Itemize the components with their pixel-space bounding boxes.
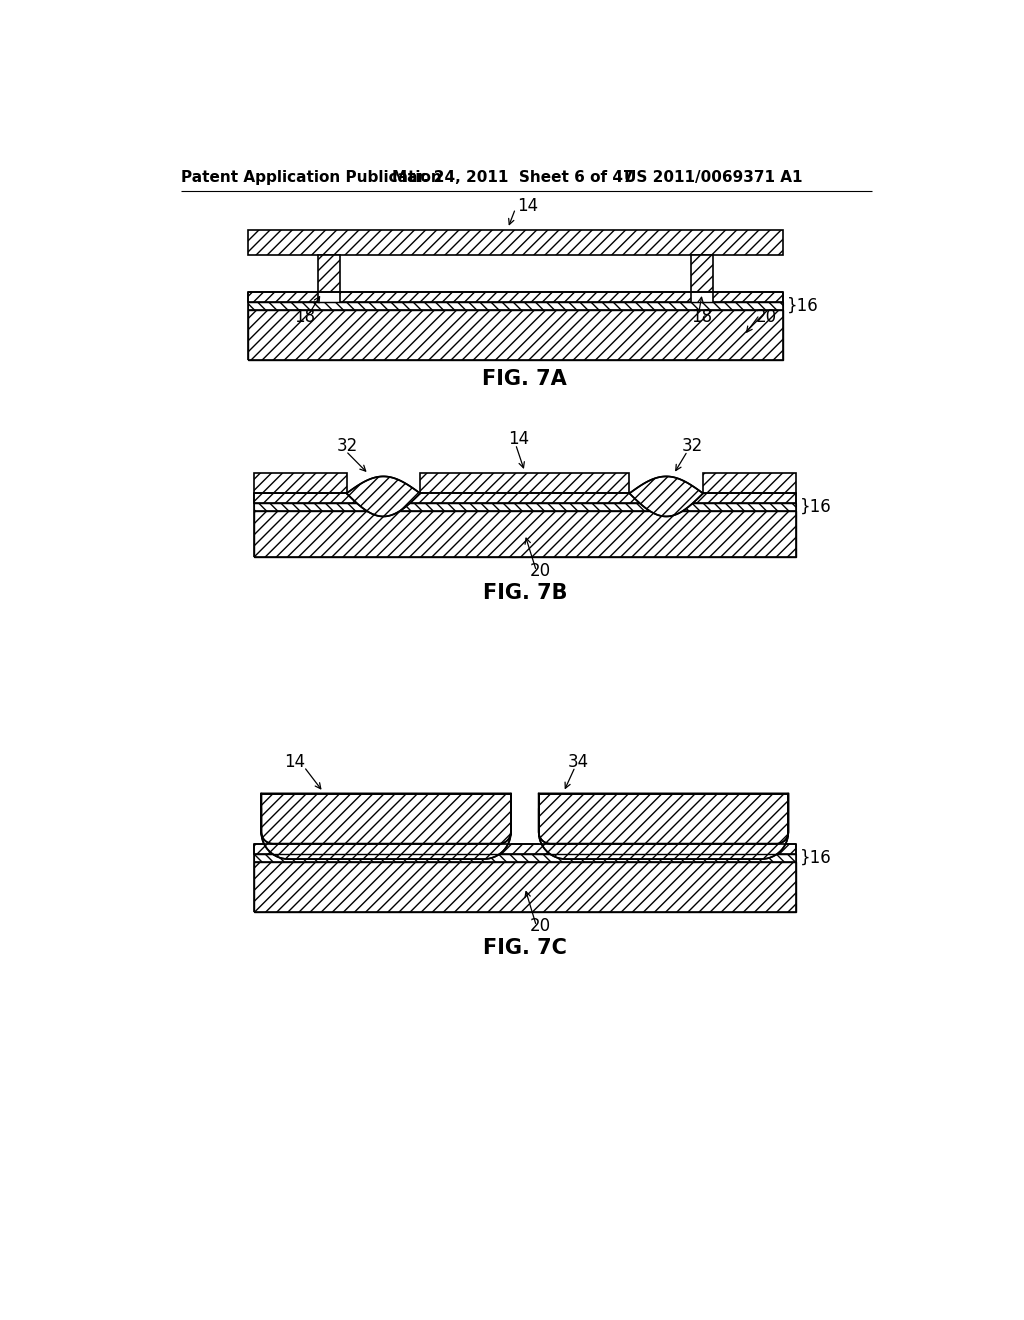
Text: Patent Application Publication: Patent Application Publication <box>180 170 441 185</box>
Bar <box>346 492 703 494</box>
Bar <box>248 302 783 310</box>
Polygon shape <box>346 477 420 516</box>
Bar <box>254 854 796 862</box>
Text: 14: 14 <box>285 752 306 771</box>
Bar <box>254 511 796 557</box>
Text: }16: }16 <box>786 297 818 314</box>
Text: US 2011/0069371 A1: US 2011/0069371 A1 <box>624 170 803 185</box>
Bar <box>703 474 796 494</box>
Bar <box>254 862 796 912</box>
Text: 14: 14 <box>508 430 528 447</box>
Bar <box>340 292 691 302</box>
Bar <box>248 230 783 255</box>
Bar <box>248 292 317 302</box>
Bar <box>713 292 783 302</box>
Polygon shape <box>630 477 703 516</box>
Text: 20: 20 <box>756 309 777 326</box>
Text: FIG. 7C: FIG. 7C <box>483 939 566 958</box>
Bar <box>691 255 713 292</box>
Text: 18: 18 <box>295 309 315 326</box>
Text: 32: 32 <box>337 437 357 455</box>
Bar <box>317 255 340 292</box>
Text: }16: }16 <box>800 849 831 866</box>
Bar <box>539 793 761 843</box>
Text: 34: 34 <box>567 752 589 771</box>
Bar <box>254 843 796 854</box>
Polygon shape <box>539 793 788 859</box>
Bar <box>254 503 796 511</box>
Bar <box>254 474 346 494</box>
Text: FIG. 7A: FIG. 7A <box>482 370 567 389</box>
Text: 14: 14 <box>517 197 539 215</box>
Text: FIG. 7B: FIG. 7B <box>482 583 567 603</box>
Bar <box>420 474 630 494</box>
Text: Mar. 24, 2011  Sheet 6 of 47: Mar. 24, 2011 Sheet 6 of 47 <box>391 170 633 185</box>
Bar <box>248 310 783 360</box>
Text: 20: 20 <box>529 562 551 581</box>
Text: 32: 32 <box>681 437 702 455</box>
Bar <box>254 494 796 503</box>
Bar <box>289 793 511 843</box>
Text: 20: 20 <box>529 917 551 936</box>
Text: }16: }16 <box>800 498 831 515</box>
Text: 18: 18 <box>691 309 713 326</box>
Polygon shape <box>261 793 511 859</box>
